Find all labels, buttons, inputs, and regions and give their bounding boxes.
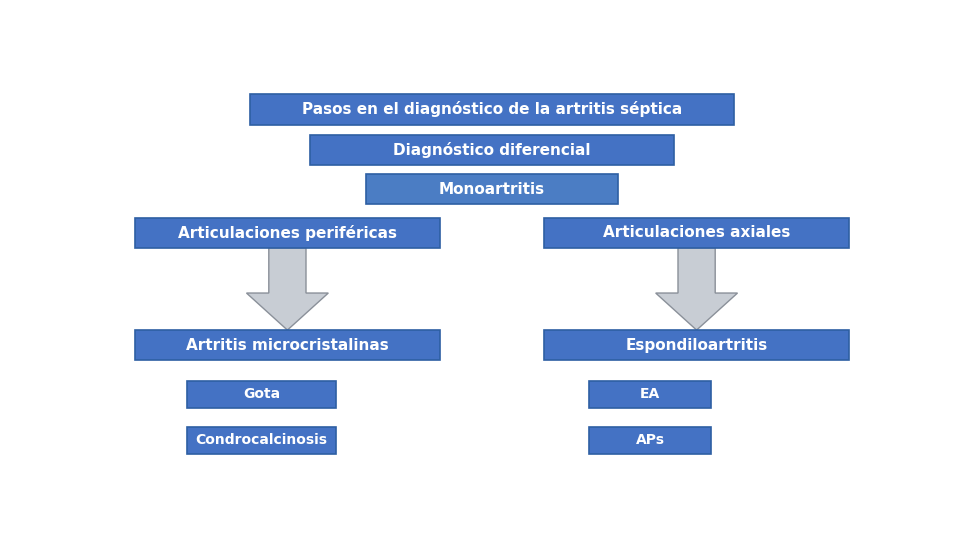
- Text: Monoartritis: Monoartritis: [439, 181, 545, 197]
- FancyBboxPatch shape: [588, 427, 711, 454]
- FancyBboxPatch shape: [251, 94, 733, 125]
- Text: Condrocalcinosis: Condrocalcinosis: [196, 433, 327, 447]
- FancyBboxPatch shape: [310, 134, 674, 165]
- Text: Espondiloartritis: Espondiloartritis: [626, 338, 768, 353]
- FancyBboxPatch shape: [187, 427, 336, 454]
- Text: Artritis microcristalinas: Artritis microcristalinas: [186, 338, 389, 353]
- FancyBboxPatch shape: [366, 174, 618, 204]
- FancyBboxPatch shape: [588, 381, 711, 408]
- Text: Diagnóstico diferencial: Diagnóstico diferencial: [394, 141, 590, 158]
- FancyBboxPatch shape: [187, 381, 336, 408]
- Text: Pasos en el diagnóstico de la artritis séptica: Pasos en el diagnóstico de la artritis s…: [301, 102, 683, 118]
- Text: Gota: Gota: [243, 387, 280, 401]
- Text: Articulaciones axiales: Articulaciones axiales: [603, 225, 790, 240]
- Text: APs: APs: [636, 433, 664, 447]
- FancyBboxPatch shape: [544, 330, 849, 360]
- Text: EA: EA: [640, 387, 660, 401]
- FancyBboxPatch shape: [134, 218, 440, 248]
- Polygon shape: [247, 248, 328, 330]
- Text: Articulaciones periféricas: Articulaciones periféricas: [178, 225, 396, 241]
- Polygon shape: [656, 248, 737, 330]
- FancyBboxPatch shape: [544, 218, 849, 248]
- FancyBboxPatch shape: [134, 330, 440, 360]
